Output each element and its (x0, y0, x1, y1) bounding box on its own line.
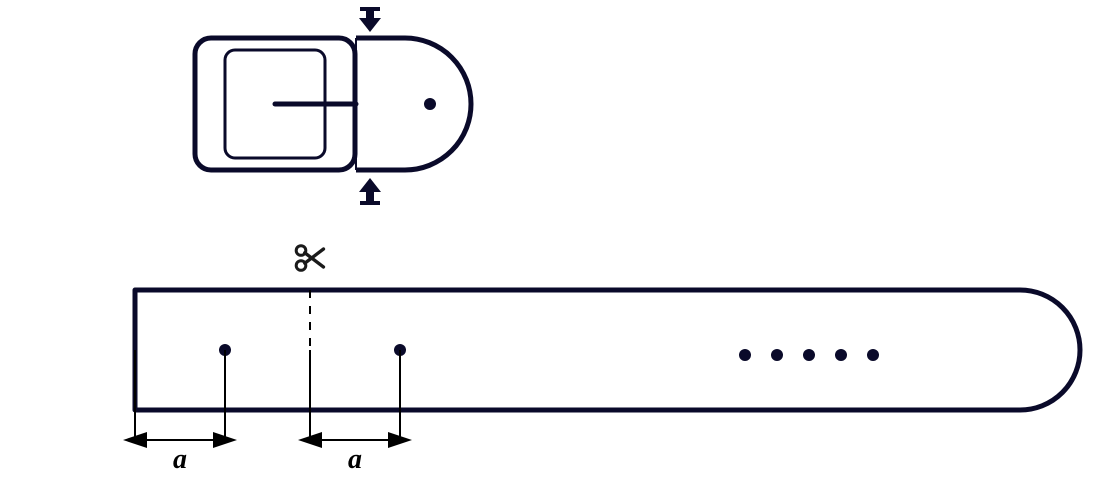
buckle-tongue (356, 38, 471, 170)
assembly-arrow-bottom-head (359, 178, 381, 192)
belt-shortening-diagram: aa (0, 0, 1120, 501)
dim-2-label: a (348, 444, 362, 475)
buckle-assembly (195, 7, 471, 205)
adjustment-hole-5 (867, 349, 879, 361)
adjustment-hole-4 (835, 349, 847, 361)
tongue-hole (424, 98, 436, 110)
assembly-arrow-top-head (359, 18, 381, 32)
assembly-arrow-bottom-cap (360, 201, 380, 205)
adjustment-hole-1 (739, 349, 751, 361)
strap-outline (135, 290, 1080, 410)
adjustment-hole-3 (803, 349, 815, 361)
dim-1-label: a (173, 444, 187, 475)
belt-strap (135, 246, 1080, 410)
scissors-icon (296, 246, 323, 271)
assembly-arrow-top-cap (360, 7, 380, 11)
adjustment-hole-2 (771, 349, 783, 361)
